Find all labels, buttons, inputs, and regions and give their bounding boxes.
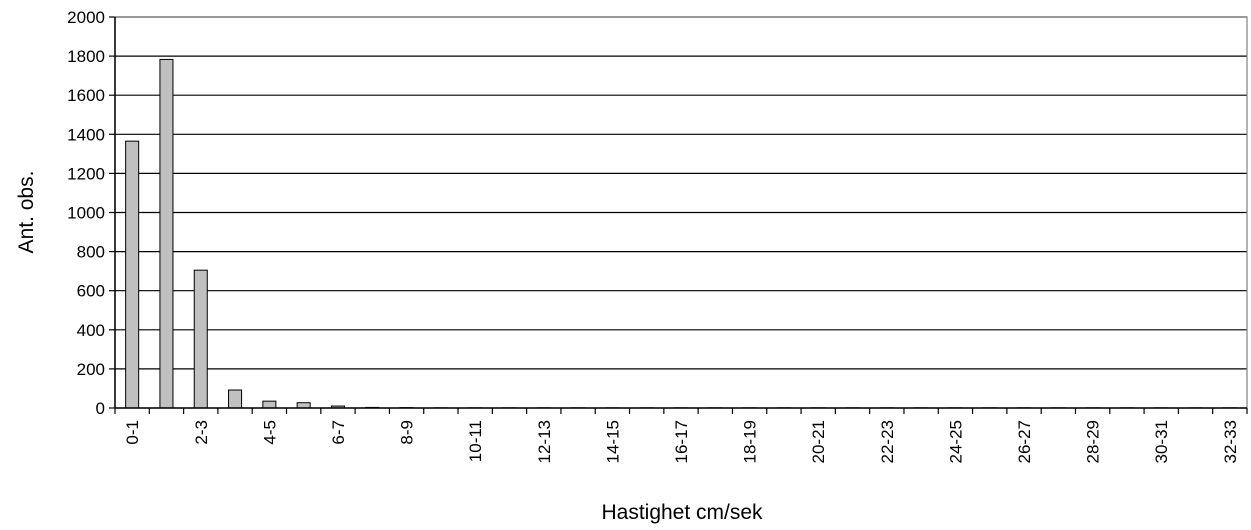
y-tick-label: 1400 bbox=[67, 125, 105, 144]
x-tick-label: 18-19 bbox=[741, 420, 760, 463]
bars bbox=[125, 58, 1237, 409]
bar bbox=[193, 269, 208, 409]
x-tick-label: 20-21 bbox=[809, 420, 828, 463]
x-tick-label: 14-15 bbox=[603, 420, 622, 463]
x-tick-label: 24-25 bbox=[946, 420, 965, 463]
x-tick-label: 28-29 bbox=[1084, 420, 1103, 463]
bar bbox=[296, 402, 311, 409]
y-tick-label: 0 bbox=[96, 399, 105, 418]
y-tick-label: 1800 bbox=[67, 47, 105, 66]
x-tick-label: 26-27 bbox=[1015, 420, 1034, 463]
x-tick-label: 12-13 bbox=[535, 420, 554, 463]
x-axis-title: Hastighet cm/sek bbox=[601, 501, 763, 524]
x-tick-label: 0-1 bbox=[123, 420, 142, 445]
bar bbox=[159, 58, 174, 409]
tick-labels: 0 200 400 600 800 1000 1200 1400 1600 1800 2000 0-1… bbox=[67, 8, 1240, 463]
bar bbox=[125, 140, 140, 409]
bar bbox=[262, 400, 277, 409]
x-tick-label: 6-7 bbox=[329, 420, 348, 445]
gridlines bbox=[115, 16, 1247, 370]
x-tick-label: 8-9 bbox=[398, 420, 417, 445]
x-tick-label: 2-3 bbox=[192, 420, 211, 445]
x-tick-label: 32-33 bbox=[1221, 420, 1240, 463]
y-tick-label: 400 bbox=[77, 321, 105, 340]
y-tick-label: 1600 bbox=[67, 86, 105, 105]
x-tick-label: 30-31 bbox=[1152, 420, 1171, 463]
y-tick-label: 200 bbox=[77, 360, 105, 379]
bar bbox=[228, 389, 243, 409]
y-axis-title: Ant. obs. bbox=[15, 171, 38, 254]
y-tick-label: 2000 bbox=[67, 8, 105, 27]
axes bbox=[109, 16, 1248, 414]
x-tick-label: 16-17 bbox=[672, 420, 691, 463]
y-tick-label: 1200 bbox=[67, 164, 105, 183]
x-tick-label: 4-5 bbox=[260, 420, 279, 445]
x-tick-label: 22-23 bbox=[878, 420, 897, 463]
x-tick-label: 10-11 bbox=[466, 420, 485, 462]
y-tick-label: 800 bbox=[77, 243, 105, 262]
y-tick-label: 600 bbox=[77, 282, 105, 301]
y-tick-label: 1000 bbox=[67, 204, 105, 223]
